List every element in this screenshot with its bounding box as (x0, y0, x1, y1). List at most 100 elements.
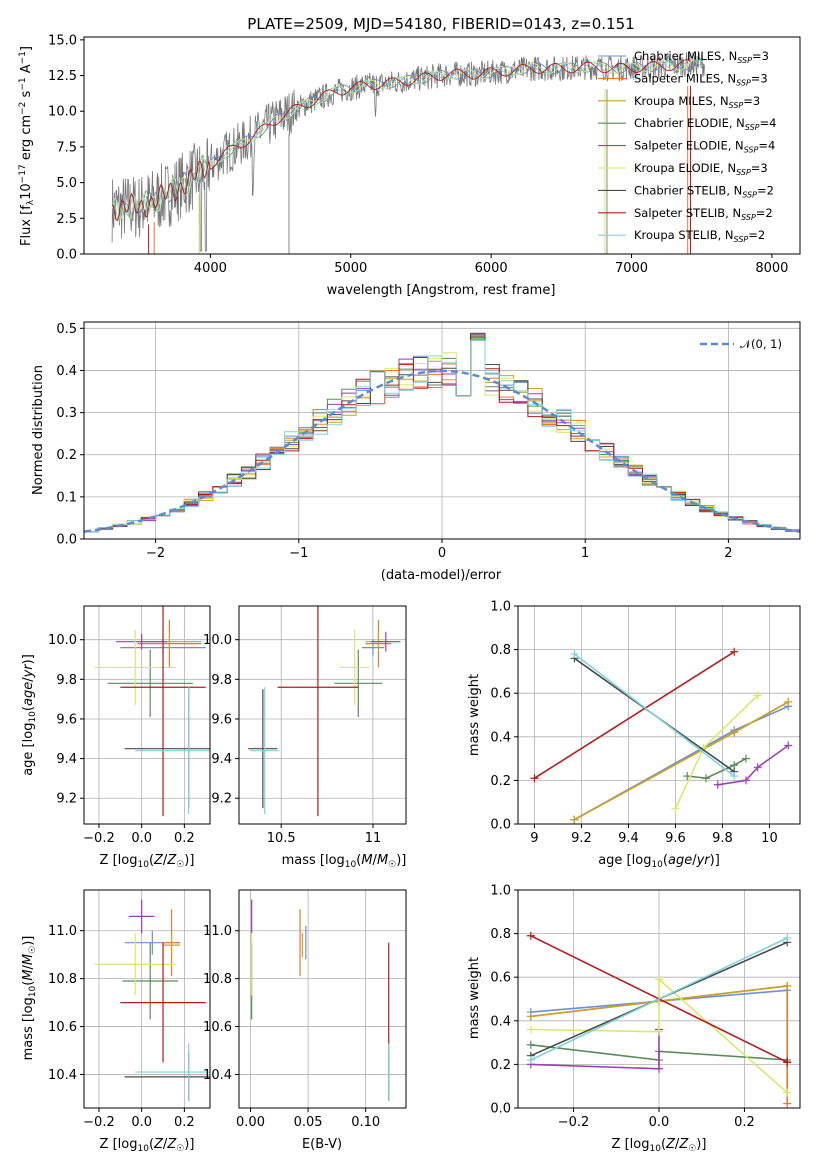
series-marker (526, 931, 535, 940)
label-part: λ (26, 199, 36, 205)
y-tick-label: 9.4 (211, 752, 232, 767)
y-tick-label: 0.1 (56, 490, 77, 505)
mw-vs-age-xlabel: age [log10(age/yr)] (598, 853, 720, 870)
series-line-9 (573, 653, 735, 777)
label-part: Z [log (100, 853, 138, 868)
series-marker (783, 981, 792, 990)
label-part: ☉ (176, 1144, 184, 1154)
legend-entry: Kroupa ELODIE, NSSP=3 (634, 161, 768, 177)
label-part: ☉ (688, 1144, 696, 1154)
y-tick-label: 0.0 (56, 533, 77, 548)
label-part: 10 (28, 711, 38, 723)
label-part: )] (21, 654, 36, 664)
legend-entry: Kroupa MILES, NSSP=3 (634, 94, 760, 110)
legend-model-name: Chabrier ELODIE, N (634, 116, 745, 130)
axes-frame (83, 605, 211, 825)
label-part: yr (21, 663, 36, 679)
series-marker (784, 741, 793, 750)
x-tick-label: 0.2 (174, 1115, 195, 1130)
x-tick-label: 10.5 (267, 831, 296, 846)
legend-nssp-value: =4 (758, 139, 775, 153)
model-spectrum-kroupa-stelib (111, 58, 702, 223)
plot-area-spectrum (111, 51, 705, 254)
label-part: M (377, 853, 388, 868)
plot-area-age_vs_mass (248, 606, 401, 817)
y-tick-label: 7.5 (56, 140, 77, 155)
axes-frame (238, 889, 407, 1109)
label-part: −17 (18, 164, 28, 183)
legend-nssp-value: =2 (748, 228, 765, 242)
y-tick-label: 10.0 (203, 633, 232, 648)
label-part: 10 (137, 1144, 149, 1154)
y-tick-label: 1.0 (490, 884, 511, 899)
y-tick-label: 0.3 (56, 406, 77, 421)
series-marker (730, 647, 739, 656)
label-part: )] (710, 853, 720, 868)
y-tick-label: 9.8 (211, 673, 232, 688)
label-part: )] (396, 853, 406, 868)
age-vs-z-xlabel: Z [log10(Z/Z☉)] (100, 853, 195, 870)
series-line-3 (574, 701, 789, 821)
x-tick-label: 8000 (755, 261, 788, 276)
legend-subscript: SSP (741, 213, 756, 222)
axes-frame (83, 889, 211, 1109)
y-tick-label: 12.5 (48, 69, 77, 84)
mw-vs-z-ylabel: mass weight (467, 957, 482, 1039)
x-tick-label: 10 (761, 831, 778, 846)
legend-subscript: SSP (736, 168, 751, 177)
label-part: Z (678, 1137, 689, 1152)
legend-model-name: Chabrier MILES, N (634, 49, 737, 63)
label-part: Z (153, 853, 164, 868)
panel-age_vs_mass: 10.5 11 9.2 9.4 9.6 9.8 10.0 (203, 605, 407, 846)
label-part: A (19, 64, 34, 77)
x-tick-label: 0.0 (131, 1115, 152, 1130)
label-part: / (692, 853, 697, 868)
label-part: / (21, 677, 36, 682)
x-tick-label: 0.05 (294, 1115, 323, 1130)
series-marker (783, 1099, 792, 1108)
x-tick-label: 7000 (615, 261, 648, 276)
x-tick-label: 0.00 (236, 1115, 265, 1130)
label-part: −1 (18, 77, 28, 90)
legend-nssp-value: =2 (757, 183, 774, 197)
panel-mass_vs_ebv: 0.00 0.05 0.10 10.4 10.6 10.8 11.0 (203, 889, 407, 1130)
x-tick-label: 0 (438, 546, 446, 561)
plot-area-age_vs_Z (94, 606, 210, 817)
label-part: ( (663, 853, 668, 868)
label-part: M (21, 954, 36, 965)
x-tick-label: 9.2 (571, 831, 592, 846)
y-tick-label: 10.6 (203, 1020, 232, 1035)
observed-spectrum (111, 51, 705, 252)
label-part: erg cm (19, 115, 34, 164)
panel-age_vs_Z: −0.2 0.0 0.2 9.2 9.4 9.6 9.8 10.0 (48, 605, 211, 846)
label-part: 10 (19, 183, 34, 200)
label-part: ( (149, 1137, 154, 1152)
series-marker (526, 1040, 535, 1049)
series-marker (526, 1025, 535, 1034)
label-part: −1 (18, 51, 28, 64)
series-marker (730, 772, 739, 781)
legend-entry: Salpeter STELIB, NSSP=2 (634, 206, 773, 222)
legend-entry: Salpeter ELODIE, NSSP=4 (634, 139, 775, 155)
y-tick-label: 9.4 (56, 752, 77, 767)
legend-entry: Chabrier ELODIE, NSSP=4 (634, 116, 776, 132)
spectrum-title: PLATE=2509, MJD=54180, FIBERID=0143, z=0… (247, 15, 634, 33)
legend-subscript: SSP (736, 78, 751, 87)
panel-mass_vs_Z: −0.2 0.0 0.2 10.4 10.6 10.8 11.0 (48, 889, 211, 1130)
series-line-8 (534, 651, 735, 779)
axes-frame (83, 36, 801, 255)
label-part: ( (21, 981, 36, 986)
panel-mw_vs_age: 9 9.2 9.4 9.6 9.8 10 0.0 0.2 0.4 0.6 0.8 1.0 (490, 600, 801, 846)
legend-nssp-value: =3 (751, 161, 768, 175)
y-tick-label: 0.4 (56, 364, 77, 379)
label-part: Z (166, 1137, 177, 1152)
legend-subscript: SSP (737, 56, 752, 65)
legend-subscript: SSP (742, 190, 757, 199)
spectrum-xlabel: wavelength [Angstrom, rest frame] (327, 283, 556, 298)
series-line-5 (530, 1029, 660, 1070)
x-tick-label: 0.2 (734, 1115, 755, 1130)
x-tick-label: 9.6 (665, 831, 686, 846)
x-tick-label: 6000 (475, 261, 508, 276)
normal-distribution-curve (84, 369, 800, 533)
label-part: s (19, 90, 34, 101)
